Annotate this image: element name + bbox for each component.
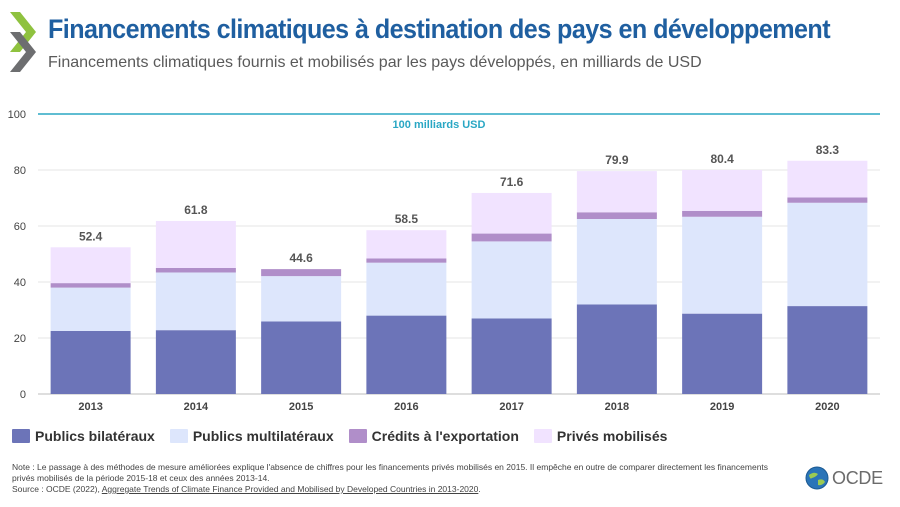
page-subtitle: Financements climatiques fournis et mobi…: [48, 54, 702, 71]
total-label: 58.5: [395, 212, 419, 226]
legend-swatch: [533, 429, 552, 443]
y-tick-label: 20: [14, 333, 26, 345]
bar-segment: [50, 283, 131, 288]
y-tick-label: 40: [14, 277, 26, 289]
legend-item-credits-exportation[interactable]: Crédits à l'exportation: [348, 428, 519, 444]
total-label: 83.3: [816, 143, 840, 157]
bar-segment: [366, 230, 447, 259]
bar-segment: [366, 262, 447, 316]
legend-item-prives-mobilises[interactable]: Privés mobilisés: [533, 428, 668, 444]
bar-segment: [155, 268, 236, 273]
oecd-logo: OCDE: [805, 466, 883, 490]
legend-label: Crédits à l'exportation: [371, 428, 519, 444]
legend-swatch: [169, 429, 188, 443]
bar-segment: [576, 219, 657, 305]
bar-segment: [787, 197, 868, 203]
source-prefix: Source : OCDE (2022),: [12, 484, 102, 494]
source-link[interactable]: Aggregate Trends of Climate Finance Prov…: [101, 484, 479, 494]
bar-segment: [155, 330, 236, 394]
legend-label: Publics multilatéraux: [192, 428, 334, 444]
source-suffix: .: [478, 484, 481, 494]
bar-segment: [366, 315, 447, 394]
legend-label: Privés mobilisés: [556, 428, 668, 444]
bar-segment: [576, 304, 657, 394]
bar-segment: [787, 306, 868, 394]
total-label: 80.4: [710, 152, 734, 166]
total-label: 79.9: [605, 153, 629, 167]
globe-icon: [805, 466, 829, 490]
total-label: 44.6: [289, 251, 313, 265]
y-tick-label: 0: [20, 389, 26, 401]
y-tick-label: 60: [14, 221, 26, 233]
page-title: Financements climatiques à destination d…: [48, 14, 831, 44]
chart-legend: Publics bilatéraux Publics multilatéraux…: [12, 428, 682, 444]
legend-item-publics-bilateraux[interactable]: Publics bilatéraux: [12, 428, 155, 444]
bar-segment: [787, 160, 868, 198]
bar-segment: [471, 192, 552, 234]
x-tick-label: 2020: [815, 401, 839, 413]
x-tick-label: 2018: [605, 401, 629, 413]
bar-segment: [682, 170, 763, 211]
x-tick-label: 2017: [499, 401, 523, 413]
footnote: Note : Le passage à des méthodes de mesu…: [12, 462, 769, 483]
x-tick-label: 2019: [710, 401, 734, 413]
total-label: 52.4: [79, 229, 103, 243]
bar-segment: [682, 210, 763, 217]
y-tick-label: 100: [8, 109, 26, 121]
total-label: 61.8: [184, 203, 208, 217]
legend-swatch: [348, 429, 367, 443]
oecd-chevron-logo-icon: [10, 12, 36, 72]
bar-segment: [261, 276, 342, 322]
bar-segment: [471, 241, 552, 319]
bar-segment: [50, 287, 131, 331]
bar-segment: [682, 313, 763, 394]
bar-segment: [576, 212, 657, 219]
source-line: Source : OCDE (2022), Aggregate Trends o…: [12, 484, 481, 494]
bar-segment: [576, 171, 657, 213]
x-tick-label: 2015: [289, 401, 313, 413]
reference-line-label: 100 milliards USD: [393, 119, 486, 131]
bar-segment: [261, 321, 342, 394]
x-tick-label: 2013: [78, 401, 102, 413]
bar-segment: [155, 272, 236, 331]
bar-segment: [50, 331, 131, 394]
bar-segment: [50, 247, 131, 284]
bar-segment: [682, 216, 763, 314]
bar-segment: [471, 318, 552, 394]
total-label: 71.6: [500, 175, 524, 189]
bar-segment: [261, 269, 342, 277]
oecd-logo-text: OCDE: [832, 467, 883, 488]
bar-segment: [155, 220, 236, 268]
stacked-bar-chart: 0 20 40 60 80 100 100 milliards USD 52.4 2013 61.…: [8, 109, 880, 413]
legend-item-publics-multilateraux[interactable]: Publics multilatéraux: [169, 428, 334, 444]
legend-label: Publics bilatéraux: [35, 428, 155, 444]
y-tick-label: 80: [14, 165, 26, 177]
bar-segment: [366, 258, 447, 263]
x-tick-label: 2016: [394, 401, 418, 413]
bar-segment: [471, 233, 552, 242]
x-tick-label: 2014: [184, 401, 209, 413]
bar-segment: [787, 202, 868, 307]
legend-swatch: [12, 429, 30, 443]
